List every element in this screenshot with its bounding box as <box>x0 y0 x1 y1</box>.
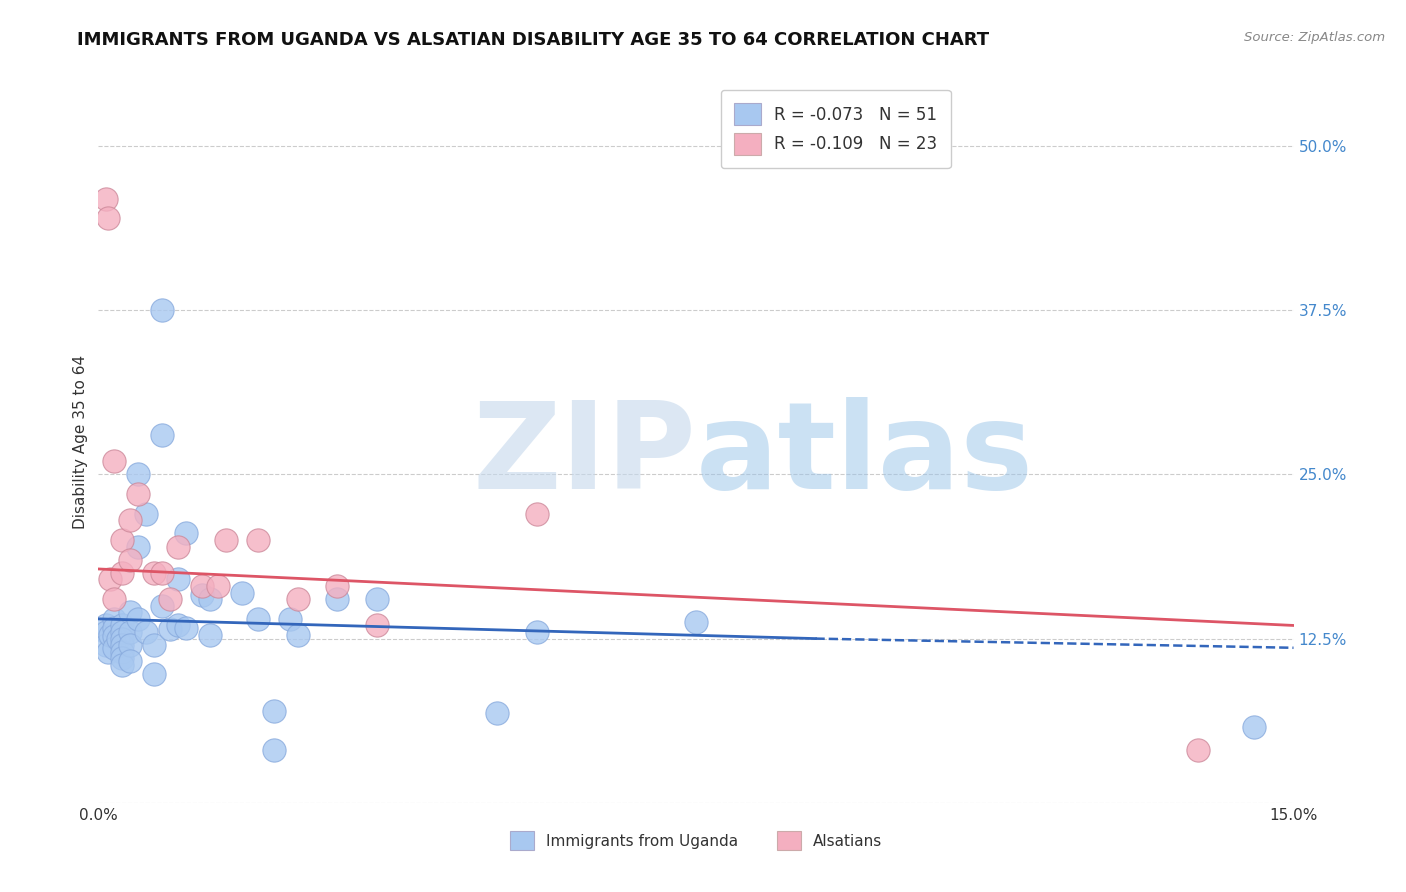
Point <box>191 579 214 593</box>
Point <box>96 625 118 640</box>
Point <box>120 625 142 640</box>
Point <box>150 428 173 442</box>
Point <box>96 618 118 632</box>
Point <box>111 632 134 646</box>
Point <box>150 303 173 318</box>
Point <box>111 651 134 665</box>
Point <box>366 592 388 607</box>
Point <box>103 640 125 655</box>
Point <box>215 533 238 547</box>
Point <box>111 625 134 640</box>
Point <box>103 592 125 607</box>
Point <box>263 704 285 718</box>
Point <box>174 526 197 541</box>
Point <box>326 592 349 607</box>
Point <box>98 627 122 641</box>
Y-axis label: Disability Age 35 to 64: Disability Age 35 to 64 <box>73 354 89 529</box>
Point <box>231 585 253 599</box>
Point <box>97 211 120 226</box>
Point <box>103 629 125 643</box>
Text: atlas: atlas <box>696 398 1033 515</box>
Point <box>207 579 229 593</box>
Point <box>120 654 142 668</box>
Point <box>143 667 166 681</box>
Point <box>111 618 134 632</box>
Point <box>97 645 120 659</box>
Point <box>143 638 166 652</box>
Point <box>1187 743 1209 757</box>
Point <box>198 592 221 607</box>
Point <box>326 579 349 593</box>
Point <box>198 627 221 641</box>
Point <box>111 566 134 580</box>
Legend: Immigrants from Uganda, Alsatians: Immigrants from Uganda, Alsatians <box>503 825 889 856</box>
Point <box>278 612 301 626</box>
Point <box>526 625 548 640</box>
Point <box>485 706 508 721</box>
Point <box>685 615 707 629</box>
Point <box>107 632 129 646</box>
Point <box>127 612 149 626</box>
Point <box>366 618 388 632</box>
Text: Source: ZipAtlas.com: Source: ZipAtlas.com <box>1244 31 1385 45</box>
Point <box>526 507 548 521</box>
Point <box>127 487 149 501</box>
Point <box>135 507 157 521</box>
Point <box>103 454 125 468</box>
Point <box>167 618 190 632</box>
Point <box>111 638 134 652</box>
Point <box>127 467 149 482</box>
Point <box>143 566 166 580</box>
Point <box>159 592 181 607</box>
Point <box>120 605 142 619</box>
Point <box>167 540 190 554</box>
Point <box>246 533 269 547</box>
Point <box>191 588 214 602</box>
Point <box>150 599 173 613</box>
Point <box>103 612 125 626</box>
Point <box>111 533 134 547</box>
Text: IMMIGRANTS FROM UGANDA VS ALSATIAN DISABILITY AGE 35 TO 64 CORRELATION CHART: IMMIGRANTS FROM UGANDA VS ALSATIAN DISAB… <box>77 31 990 49</box>
Point <box>246 612 269 626</box>
Point <box>287 627 309 641</box>
Point <box>1243 720 1265 734</box>
Point <box>98 573 122 587</box>
Point <box>120 553 142 567</box>
Point <box>174 621 197 635</box>
Point <box>150 566 173 580</box>
Text: ZIP: ZIP <box>472 398 696 515</box>
Point <box>159 623 181 637</box>
Point <box>263 743 285 757</box>
Point <box>120 638 142 652</box>
Point <box>287 592 309 607</box>
Point <box>120 513 142 527</box>
Point <box>96 638 118 652</box>
Point <box>103 621 125 635</box>
Point <box>135 625 157 640</box>
Point <box>127 540 149 554</box>
Point <box>111 657 134 672</box>
Point <box>111 645 134 659</box>
Point <box>167 573 190 587</box>
Point <box>96 192 118 206</box>
